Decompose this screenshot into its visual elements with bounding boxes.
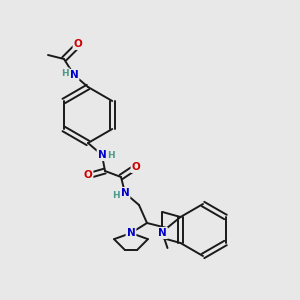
Text: O: O bbox=[84, 170, 92, 180]
Text: O: O bbox=[132, 162, 140, 172]
Text: N: N bbox=[70, 70, 78, 80]
Text: H: H bbox=[61, 68, 69, 77]
Text: H: H bbox=[112, 190, 120, 200]
Text: O: O bbox=[74, 39, 82, 49]
Text: N: N bbox=[127, 228, 135, 238]
Text: N: N bbox=[158, 228, 167, 238]
Text: H: H bbox=[107, 152, 115, 160]
Text: N: N bbox=[121, 188, 129, 198]
Text: N: N bbox=[98, 150, 106, 160]
